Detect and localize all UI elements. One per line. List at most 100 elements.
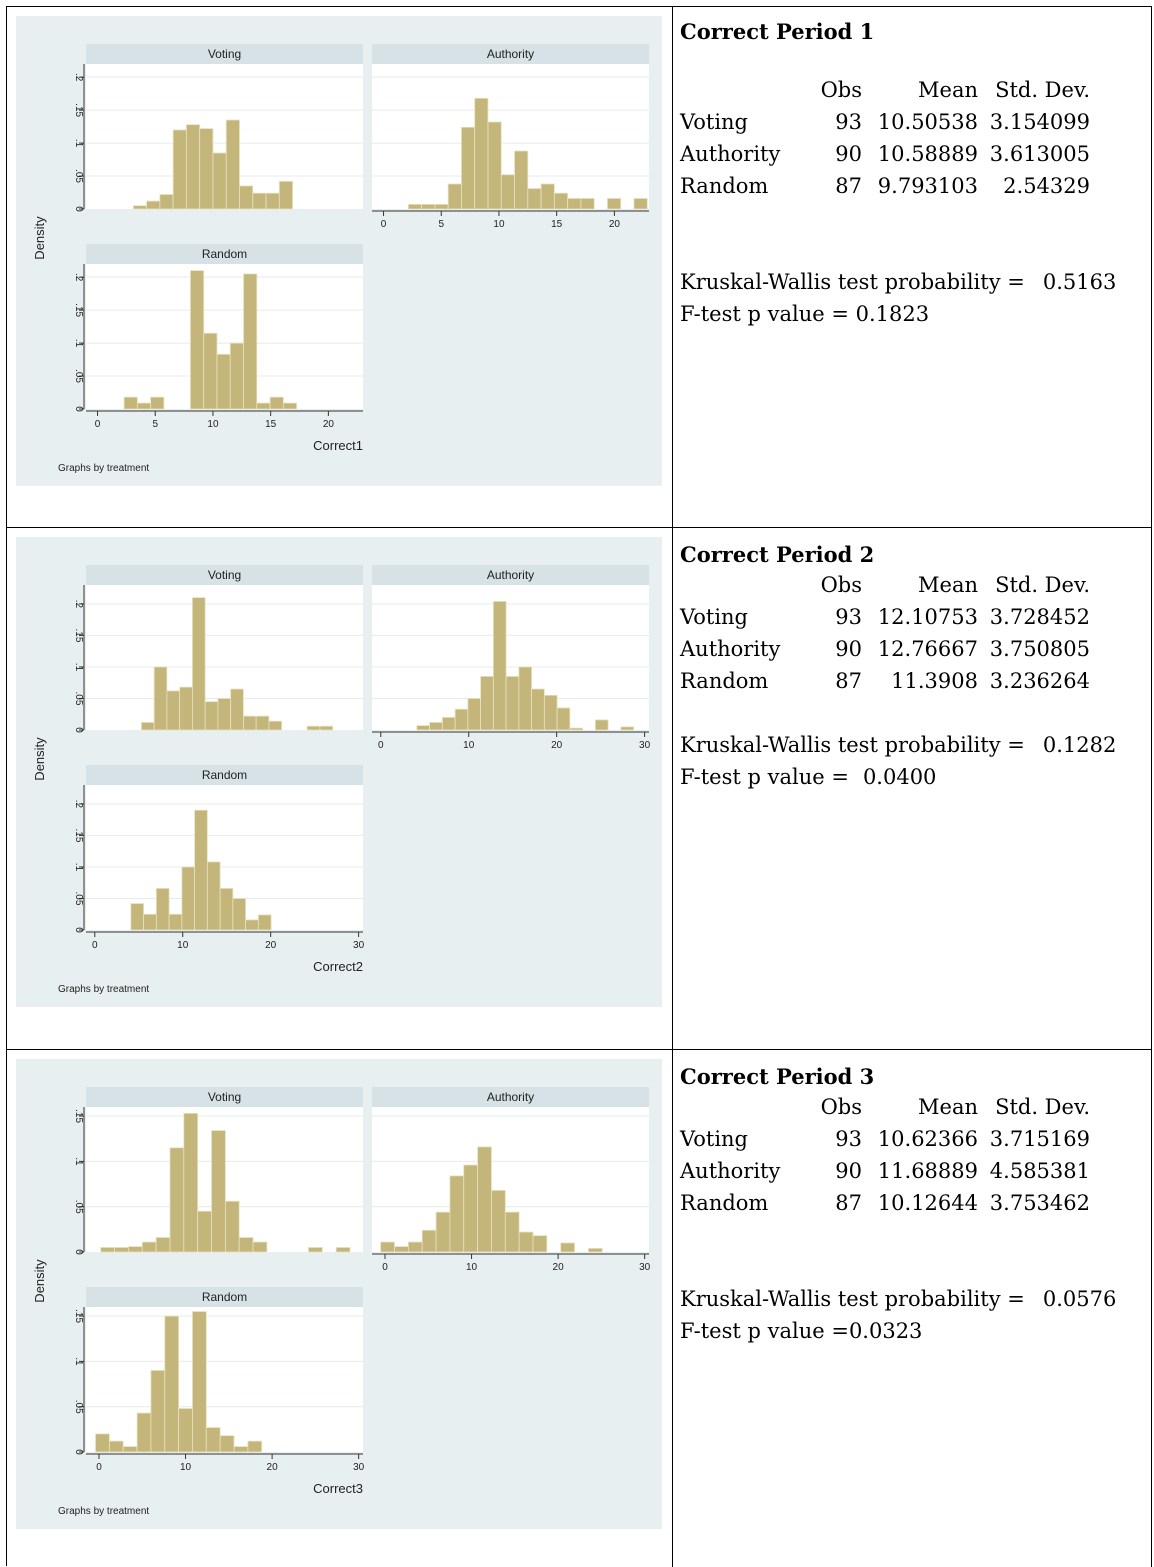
histogram-bar: [108, 1440, 124, 1453]
y-tick-label: .05: [73, 892, 84, 906]
histogram-bar: [463, 1164, 479, 1253]
y-tick-label: .1: [73, 663, 84, 672]
graphs-by-note: Graphs by treatment: [58, 984, 149, 995]
histogram-bar: [518, 1231, 534, 1253]
sd-header: Std. Dev.: [995, 573, 1090, 597]
row-label: Voting: [680, 1127, 749, 1151]
x-tick-label: 0: [378, 740, 384, 751]
graphs-by-note: Graphs by treatment: [58, 463, 149, 474]
histogram-bar: [239, 185, 254, 210]
period-1-title: Correct Period 1: [680, 19, 875, 44]
histogram-bar: [607, 198, 622, 210]
x-tick-label: 0: [96, 1462, 102, 1473]
y-tick-label: 0: [73, 1249, 84, 1255]
y-tick-label: .2: [73, 600, 84, 609]
histogram-bar: [238, 1237, 254, 1253]
period-3-stats-table: Obs Mean Std. Dev. Voting 93 10.62366 3.…: [680, 1091, 1090, 1219]
histogram-bar: [205, 1427, 221, 1453]
x-tick-label: 10: [177, 940, 189, 951]
period-3-histogram: Voting 0 .05 .1 .15 Authority 0 10 20 30 Random 0 .0…: [16, 1059, 662, 1529]
facet-label: Authority: [487, 47, 534, 61]
histogram-bar: [168, 913, 183, 931]
sd-value: 3.728452: [989, 605, 1090, 629]
histogram-bar: [449, 1175, 465, 1253]
histogram-bar: [487, 121, 502, 210]
x-tick-label: 0: [381, 219, 387, 230]
y-tick-label: .1: [73, 1157, 84, 1166]
histogram-bar: [194, 809, 208, 931]
histogram-bar: [169, 1147, 185, 1253]
histogram-bar: [100, 1247, 115, 1253]
facet-label: Authority: [487, 1090, 534, 1104]
period-1-graph-cell: Voting 0.05.1.15.2 Authority 0 5 10 15 20 Random…: [7, 7, 673, 527]
period-2-graph-cell: Voting 0 .05 .1 .15 .2 Authority 0 10 20 30 Random 0…: [7, 528, 673, 1049]
sd-value: 4.585381: [989, 1159, 1090, 1183]
x-tick-label: 10: [493, 219, 505, 230]
y-tick-label: .15: [73, 828, 84, 842]
histogram-bar: [492, 600, 507, 731]
histogram-bar: [567, 198, 582, 210]
results-table: Voting 0.05.1.15.2 Authority 0 5 10 15 20 Random…: [6, 6, 1152, 1567]
f-label: F-test p value =: [680, 302, 849, 326]
facet-strip: [86, 565, 363, 585]
mean-header: Mean: [918, 573, 978, 597]
histogram-bar: [319, 725, 334, 731]
histogram-bar: [164, 1315, 180, 1453]
histogram-bar: [380, 1241, 395, 1253]
facet-strip: [86, 1087, 363, 1107]
histogram-bar: [531, 688, 545, 731]
histogram-bar: [553, 192, 569, 210]
facet-label: Authority: [487, 568, 534, 582]
histogram-bar: [190, 270, 205, 410]
sd-value: 3.715169: [989, 1127, 1090, 1151]
kruskal-wallis-line: Kruskal-Wallis test probability = 0.1282: [680, 729, 1116, 761]
histogram-bar: [569, 727, 584, 731]
histogram-bar: [407, 203, 423, 210]
x-tick-label: 20: [551, 740, 563, 751]
facet-label: Voting: [208, 1090, 241, 1104]
histogram-bar: [429, 722, 443, 731]
facet-strip: [86, 765, 363, 785]
kw-value: 0.1282: [1042, 733, 1117, 757]
histogram-bar: [505, 676, 520, 731]
kw-label: Kruskal-Wallis test probability =: [680, 270, 1025, 294]
histogram-bar: [150, 396, 165, 410]
row-label: Voting: [680, 605, 749, 629]
period-1-stats: Correct Period 1 Obs Mean Std. Dev. Voti…: [680, 19, 1116, 330]
mean-value: 10.62366: [877, 1127, 978, 1151]
x-tick-label: 5: [438, 219, 444, 230]
histogram-bar: [155, 887, 170, 931]
y-tick-label: .15: [73, 628, 84, 642]
kw-label: Kruskal-Wallis test probability =: [680, 733, 1025, 757]
obs-header: Obs: [820, 78, 862, 102]
y-tick-label: .05: [73, 369, 84, 383]
obs-value: 87: [835, 1191, 862, 1215]
f-test-line: F-test p value = 0.0400: [680, 761, 1116, 793]
histogram-bar: [594, 719, 609, 731]
subplot-random: Random 0 .05 .1 .15 0 10 20 30: [73, 1287, 365, 1473]
plot-area: [86, 1307, 363, 1452]
y-tick-label: .1: [73, 1357, 84, 1366]
histogram-bar: [143, 913, 157, 931]
histogram-bar: [308, 1247, 323, 1253]
histogram-bar: [233, 1446, 249, 1453]
x-tick-label: 30: [639, 740, 651, 751]
histogram-bar: [146, 200, 161, 210]
histogram-bar: [192, 597, 206, 731]
x-tick-label: 30: [639, 1262, 651, 1273]
period-1-stats-table: Obs Mean Std. Dev. Voting 93 10.50538 3.…: [680, 74, 1090, 202]
histogram-bar: [421, 1229, 437, 1253]
histogram-bar: [122, 1446, 138, 1453]
histogram-bar: [580, 198, 595, 210]
y-tick-label: 0: [73, 927, 84, 933]
histogram-bar: [282, 402, 298, 410]
f-value: 0.0323: [848, 1319, 923, 1343]
histogram-bar: [441, 716, 456, 731]
histogram-bar: [467, 698, 482, 731]
period-2-tests: Kruskal-Wallis test probability = 0.1282 …: [680, 729, 1116, 793]
facet-label: Random: [202, 1290, 247, 1304]
period-1-stats-cell: Correct Period 1 Obs Mean Std. Dev. Voti…: [673, 7, 1152, 527]
histogram-bar: [178, 1408, 193, 1453]
histogram-bar: [204, 701, 219, 731]
